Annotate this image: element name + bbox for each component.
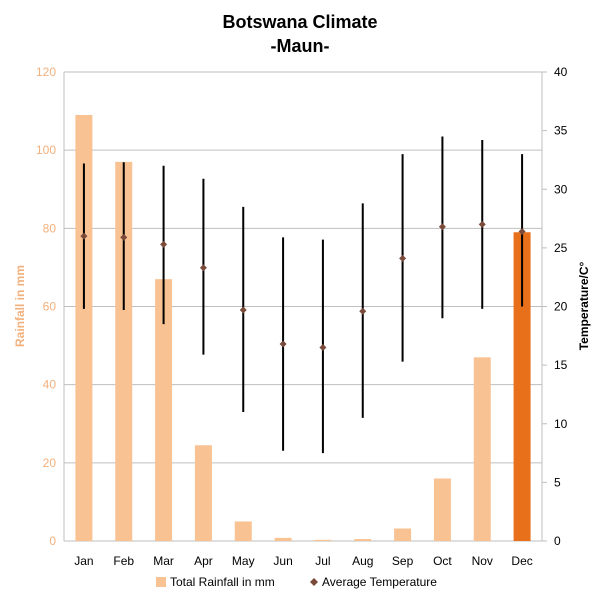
temperature-point — [399, 254, 407, 262]
temperature-point — [239, 306, 247, 314]
temperature-point — [279, 340, 287, 348]
temperature-point — [199, 264, 207, 272]
x-tick-label: Apr — [194, 554, 213, 568]
chart-title: Botswana Climate — [222, 12, 377, 32]
left-tick-label: 80 — [43, 221, 57, 235]
chart-subtitle: -Maun- — [271, 36, 330, 56]
temperature-point — [160, 240, 168, 248]
temperature-point — [359, 307, 367, 315]
left-tick-label: 100 — [36, 143, 56, 157]
rainfall-bar — [115, 161, 133, 541]
right-tick-label: 30 — [554, 182, 568, 196]
rainfall-bar — [394, 528, 412, 541]
left-tick-label: 120 — [36, 65, 56, 79]
right-axis-label: Temperature/C° — [577, 262, 591, 351]
x-tick-label: Oct — [433, 554, 452, 568]
x-tick-label: Mar — [153, 554, 174, 568]
rainfall-bar — [155, 279, 173, 541]
rainfall-bars — [75, 114, 531, 541]
left-tick-label: 20 — [43, 456, 57, 470]
rainfall-bar — [473, 357, 491, 541]
left-axis-ticks: 0 20 40 60 80 100 120 — [36, 65, 56, 548]
rainfall-bar — [433, 478, 451, 541]
rainfall-bar — [513, 232, 531, 541]
rainfall-bar — [314, 539, 332, 541]
left-tick-label: 40 — [43, 378, 57, 392]
temperature-series — [80, 136, 526, 454]
rainfall-bar — [75, 114, 93, 541]
x-tick-label: Sep — [392, 554, 414, 568]
legend: Total Rainfall in mm Average Temperature — [156, 575, 437, 589]
x-tick-label: Aug — [352, 554, 373, 568]
temperature-point — [518, 227, 526, 235]
temperature-point — [438, 223, 446, 231]
legend-label-temperature: Average Temperature — [322, 575, 437, 589]
legend-label-rainfall: Total Rainfall in mm — [170, 575, 275, 589]
rainfall-bar — [354, 539, 372, 541]
right-tick-label: 10 — [554, 417, 568, 431]
temperature-point — [80, 232, 88, 240]
rainfall-bar — [274, 537, 292, 541]
temperature-point — [120, 233, 128, 241]
right-tick-label: 15 — [554, 358, 568, 372]
right-tick-label: 40 — [554, 65, 568, 79]
right-tick-label: 0 — [554, 534, 561, 548]
gridlines — [63, 71, 543, 542]
x-tick-label: Jun — [273, 554, 292, 568]
x-axis-ticks: Jan Feb Mar Apr May Jun Jul Aug Sep Oct Nov Dec — [74, 554, 533, 568]
right-axis-ticks: 0 5 10 15 20 25 30 35 40 — [542, 65, 568, 548]
x-tick-label: Dec — [511, 554, 532, 568]
x-tick-label: May — [232, 554, 255, 568]
left-tick-label: 0 — [49, 534, 56, 548]
rainfall-bar — [234, 521, 252, 541]
right-tick-label: 35 — [554, 124, 568, 138]
x-tick-label: Jan — [74, 554, 93, 568]
x-tick-label: Jul — [315, 554, 330, 568]
temperature-point — [478, 220, 486, 228]
legend-marker-temperature — [310, 578, 318, 586]
right-tick-label: 5 — [554, 475, 561, 489]
right-tick-label: 20 — [554, 300, 568, 314]
temperature-point — [319, 344, 327, 352]
left-axis-label: Rainfall in mm — [13, 265, 27, 347]
x-tick-label: Nov — [472, 554, 493, 568]
left-tick-label: 60 — [43, 300, 57, 314]
x-tick-label: Feb — [113, 554, 134, 568]
right-tick-label: 25 — [554, 241, 568, 255]
legend-swatch-rainfall — [156, 577, 166, 587]
rainfall-bar — [194, 445, 212, 541]
